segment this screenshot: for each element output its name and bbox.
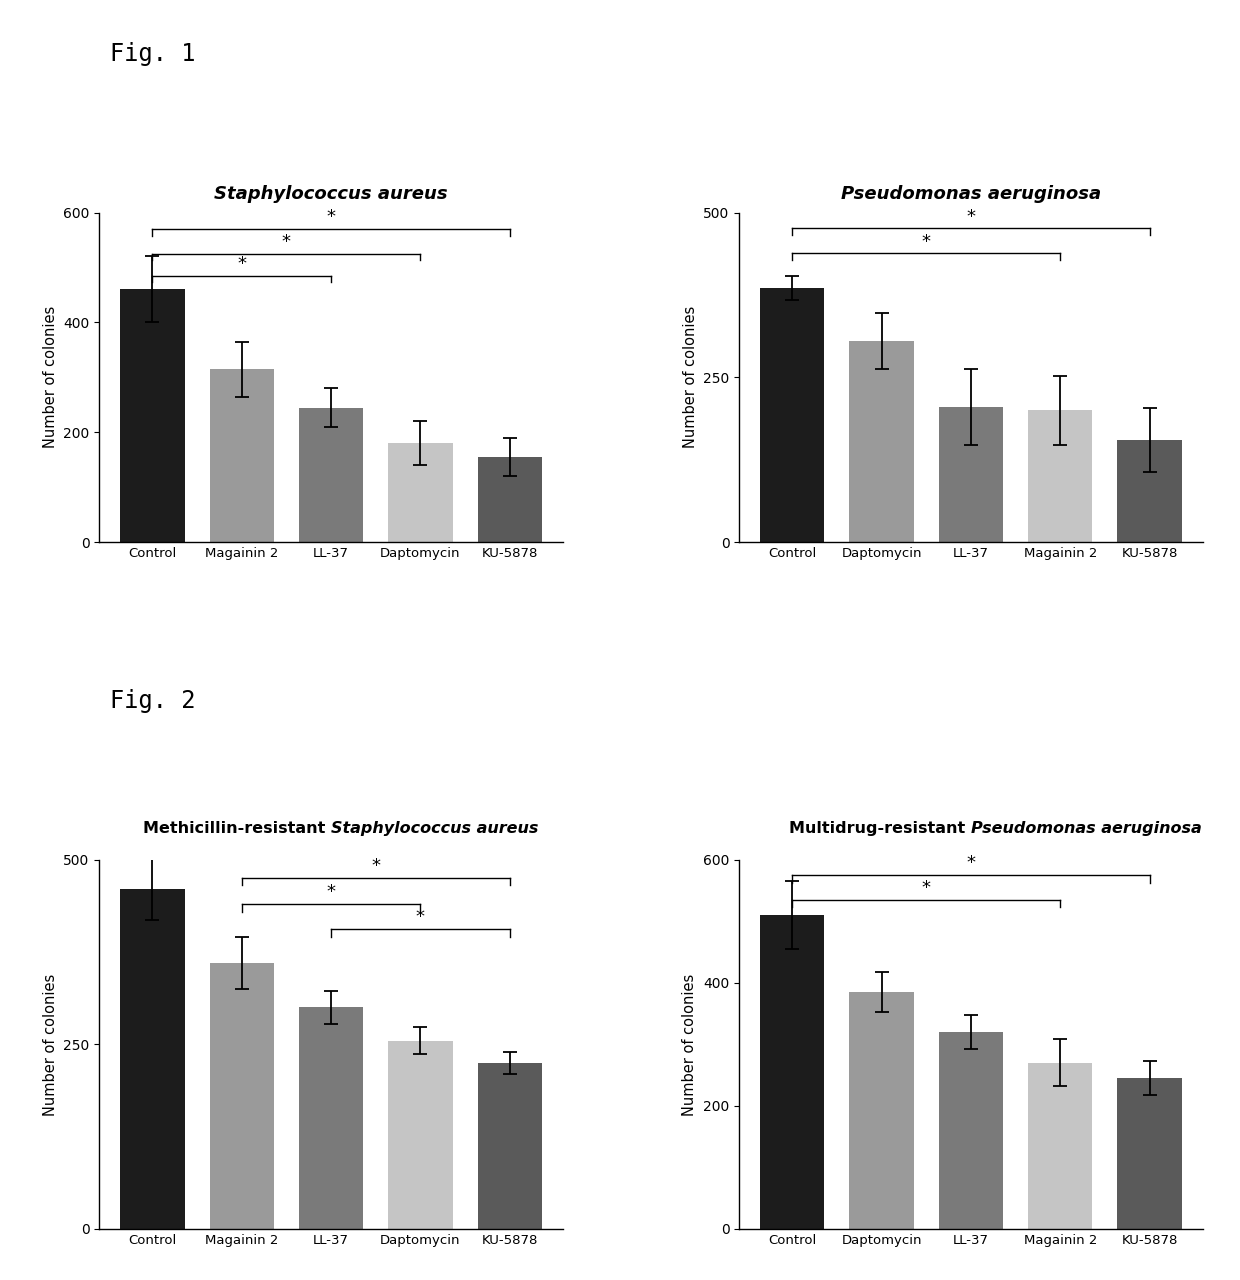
Text: *: * — [921, 233, 931, 251]
Text: *: * — [966, 207, 976, 225]
Text: *: * — [326, 209, 336, 227]
Text: *: * — [326, 883, 336, 901]
Y-axis label: Number of colonies: Number of colonies — [682, 306, 698, 448]
Bar — [388, 443, 453, 543]
Text: Methicillin-resistant Staphylococcus aureus: Methicillin-resistant Staphylococcus aur… — [134, 819, 528, 835]
Bar — [939, 1032, 1003, 1229]
Bar — [849, 992, 914, 1229]
Bar — [299, 1007, 363, 1229]
Text: Staphylococcus aureus: Staphylococcus aureus — [331, 820, 538, 836]
Text: *: * — [966, 854, 976, 873]
Y-axis label: Number of colonies: Number of colonies — [682, 973, 697, 1115]
Text: Fig. 2: Fig. 2 — [110, 689, 196, 713]
Bar — [210, 964, 274, 1229]
Title: Staphylococcus aureus: Staphylococcus aureus — [215, 184, 448, 202]
Bar — [760, 288, 825, 543]
Bar — [477, 1062, 542, 1229]
Text: Pseudomonas aeruginosa: Pseudomonas aeruginosa — [971, 820, 1202, 836]
Y-axis label: Number of colonies: Number of colonies — [42, 306, 57, 448]
Text: *: * — [921, 879, 931, 897]
Bar — [939, 407, 1003, 543]
Bar — [1117, 1078, 1182, 1229]
Bar — [1117, 440, 1182, 543]
Bar — [1028, 1062, 1092, 1229]
Y-axis label: Number of colonies: Number of colonies — [42, 973, 58, 1115]
Bar — [120, 289, 185, 543]
Text: Fig. 1: Fig. 1 — [110, 41, 196, 65]
Bar — [849, 340, 914, 543]
Title: Pseudomonas aeruginosa: Pseudomonas aeruginosa — [841, 184, 1101, 202]
Bar — [120, 890, 185, 1229]
Bar — [760, 915, 825, 1229]
Bar — [477, 457, 542, 543]
Text: *: * — [237, 255, 247, 273]
Text: Multidrug-resistant: Multidrug-resistant — [789, 820, 971, 836]
Bar — [1028, 411, 1092, 543]
Bar — [388, 1041, 453, 1229]
Bar — [210, 369, 274, 543]
Text: *: * — [415, 909, 425, 927]
Text: *: * — [281, 233, 291, 251]
Text: *: * — [371, 856, 381, 874]
Text: Methicillin-resistant: Methicillin-resistant — [143, 820, 331, 836]
Bar — [299, 407, 363, 543]
